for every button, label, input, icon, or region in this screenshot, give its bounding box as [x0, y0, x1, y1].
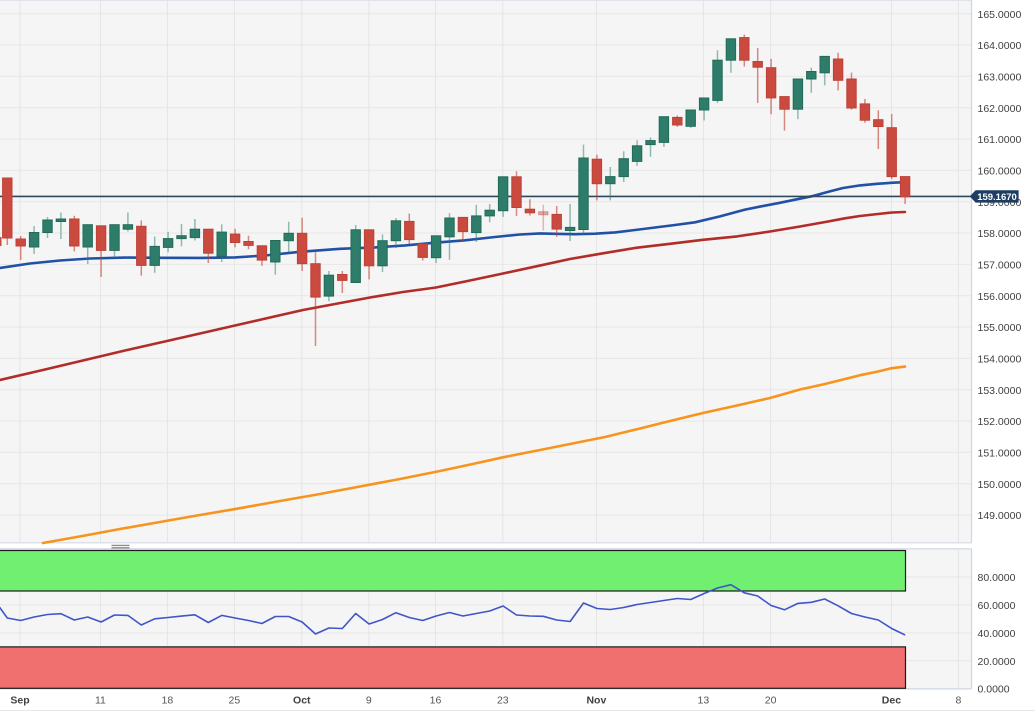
svg-text:163.0000: 163.0000	[978, 72, 1022, 84]
svg-text:154.0000: 154.0000	[978, 354, 1022, 366]
svg-text:Oct: Oct	[293, 695, 311, 707]
svg-text:Nov: Nov	[586, 695, 606, 707]
svg-text:Dec: Dec	[882, 695, 901, 707]
svg-text:40.0000: 40.0000	[978, 628, 1016, 640]
svg-text:155.0000: 155.0000	[978, 322, 1022, 334]
svg-text:159.1670: 159.1670	[977, 192, 1017, 203]
svg-text:151.0000: 151.0000	[978, 448, 1022, 460]
svg-text:152.0000: 152.0000	[978, 416, 1022, 428]
svg-text:156.0000: 156.0000	[978, 291, 1022, 303]
svg-text:157.0000: 157.0000	[978, 260, 1022, 272]
svg-text:153.0000: 153.0000	[978, 385, 1022, 397]
svg-text:20: 20	[765, 695, 777, 707]
svg-text:60.0000: 60.0000	[978, 600, 1016, 612]
svg-text:8: 8	[955, 695, 961, 707]
svg-text:9: 9	[366, 695, 372, 707]
svg-text:23: 23	[497, 695, 509, 707]
svg-text:161.0000: 161.0000	[978, 134, 1022, 146]
svg-text:80.0000: 80.0000	[978, 572, 1016, 584]
svg-text:16: 16	[430, 695, 442, 707]
svg-text:160.0000: 160.0000	[978, 166, 1022, 178]
svg-text:149.0000: 149.0000	[978, 510, 1022, 522]
svg-text:20.0000: 20.0000	[978, 656, 1016, 668]
svg-text:150.0000: 150.0000	[978, 479, 1022, 491]
svg-text:158.0000: 158.0000	[978, 228, 1022, 240]
svg-text:25: 25	[229, 695, 241, 707]
svg-text:Sep: Sep	[10, 695, 29, 707]
svg-text:162.0000: 162.0000	[978, 103, 1022, 115]
svg-text:165.0000: 165.0000	[978, 9, 1022, 21]
svg-text:164.0000: 164.0000	[978, 40, 1022, 52]
svg-text:0.0000: 0.0000	[978, 684, 1010, 696]
svg-text:18: 18	[162, 695, 174, 707]
svg-text:11: 11	[95, 695, 106, 707]
svg-text:13: 13	[698, 695, 710, 707]
